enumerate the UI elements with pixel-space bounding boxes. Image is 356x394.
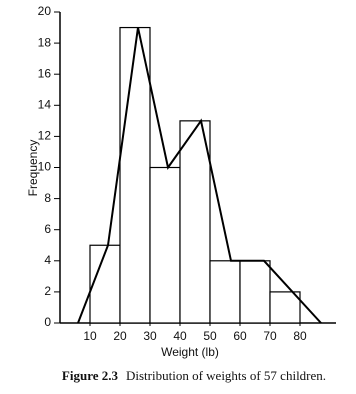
x-tick-label: 60 — [233, 329, 247, 343]
bar — [89, 244, 121, 324]
caption-label: Figure 2.3 — [62, 368, 119, 383]
y-tick-label: 18 — [38, 35, 52, 49]
y-axis-label: Frequency — [26, 140, 40, 197]
bar — [239, 260, 271, 324]
x-axis-label: Weight (lb) — [161, 345, 219, 359]
y-tick-label: 16 — [38, 66, 52, 80]
x-tick-label: 50 — [203, 329, 217, 343]
y-tick-label: 0 — [44, 315, 51, 329]
y-tick-label: 12 — [38, 129, 52, 143]
bar — [179, 120, 211, 324]
x-tick-label: 20 — [113, 329, 127, 343]
bar — [119, 26, 151, 324]
caption-text: Distribution of weights of 57 children. — [126, 368, 326, 383]
x-tick-label: 70 — [263, 329, 277, 343]
bar — [269, 291, 301, 324]
y-tick-label: 8 — [44, 191, 51, 205]
frequency-polygon — [77, 27, 322, 324]
y-tick-label: 14 — [38, 97, 52, 111]
y-tick-label: 20 — [38, 4, 52, 18]
y-tick-label: 2 — [44, 284, 51, 298]
y-tick-label: 4 — [44, 253, 51, 267]
bar — [209, 260, 241, 324]
x-tick-label: 80 — [293, 329, 307, 343]
bar — [149, 166, 181, 324]
y-tick-label: 6 — [44, 222, 51, 236]
y-tick-label: 10 — [38, 160, 52, 174]
x-tick-label: 40 — [173, 329, 187, 343]
x-tick-label: 10 — [83, 329, 97, 343]
x-tick-label: 30 — [143, 329, 157, 343]
